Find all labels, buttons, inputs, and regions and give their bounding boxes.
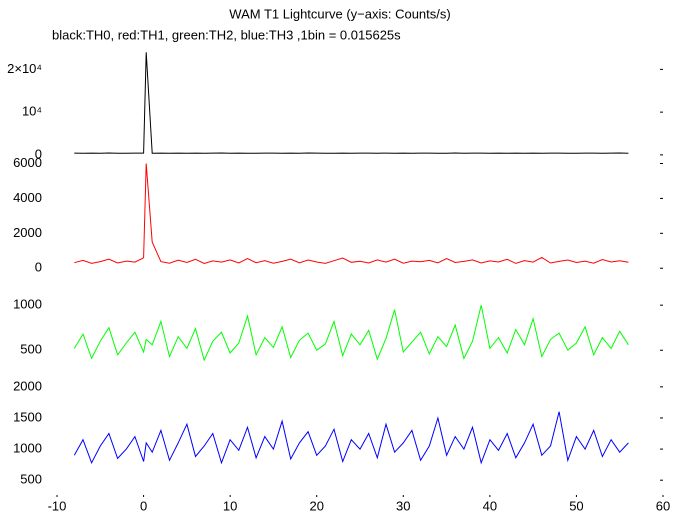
y-tick-label: 1000: [13, 297, 42, 312]
x-tick-label: 50: [569, 498, 583, 513]
y-tick-label: 0: [35, 146, 42, 161]
x-tick-label: 60: [656, 498, 670, 513]
x-tick-label: 40: [483, 498, 497, 513]
lightcurve: [74, 163, 629, 265]
chart-subtitle: black:TH0, red:TH1, green:TH2, blue:TH3 …: [52, 27, 401, 42]
y-tick-label: 10⁴: [22, 104, 42, 119]
y-tick-label: 6000: [13, 155, 42, 170]
chart-title: WAM T1 Lightcurve (y−axis: Counts/s): [229, 6, 450, 21]
x-tick-label: 10: [223, 498, 237, 513]
y-tick-label: 1500: [13, 409, 42, 424]
lightcurve: [73, 305, 629, 362]
x-tick-label: 0: [140, 498, 147, 513]
y-tick-label: 2000: [13, 225, 42, 240]
y-tick-label: 1000: [13, 441, 42, 456]
lightcurve: [74, 52, 629, 154]
lightcurve: [73, 411, 629, 465]
y-tick-label: 500: [20, 472, 42, 487]
y-tick-label: 500: [20, 342, 42, 357]
y-tick-label: 0: [35, 260, 42, 275]
y-tick-label: 2×10⁴: [7, 61, 42, 76]
y-tick-label: 2000: [13, 378, 42, 393]
x-tick-label: 20: [309, 498, 323, 513]
x-tick-label: 30: [396, 498, 410, 513]
x-tick-label: -10: [48, 498, 67, 513]
y-tick-label: 4000: [13, 190, 42, 205]
